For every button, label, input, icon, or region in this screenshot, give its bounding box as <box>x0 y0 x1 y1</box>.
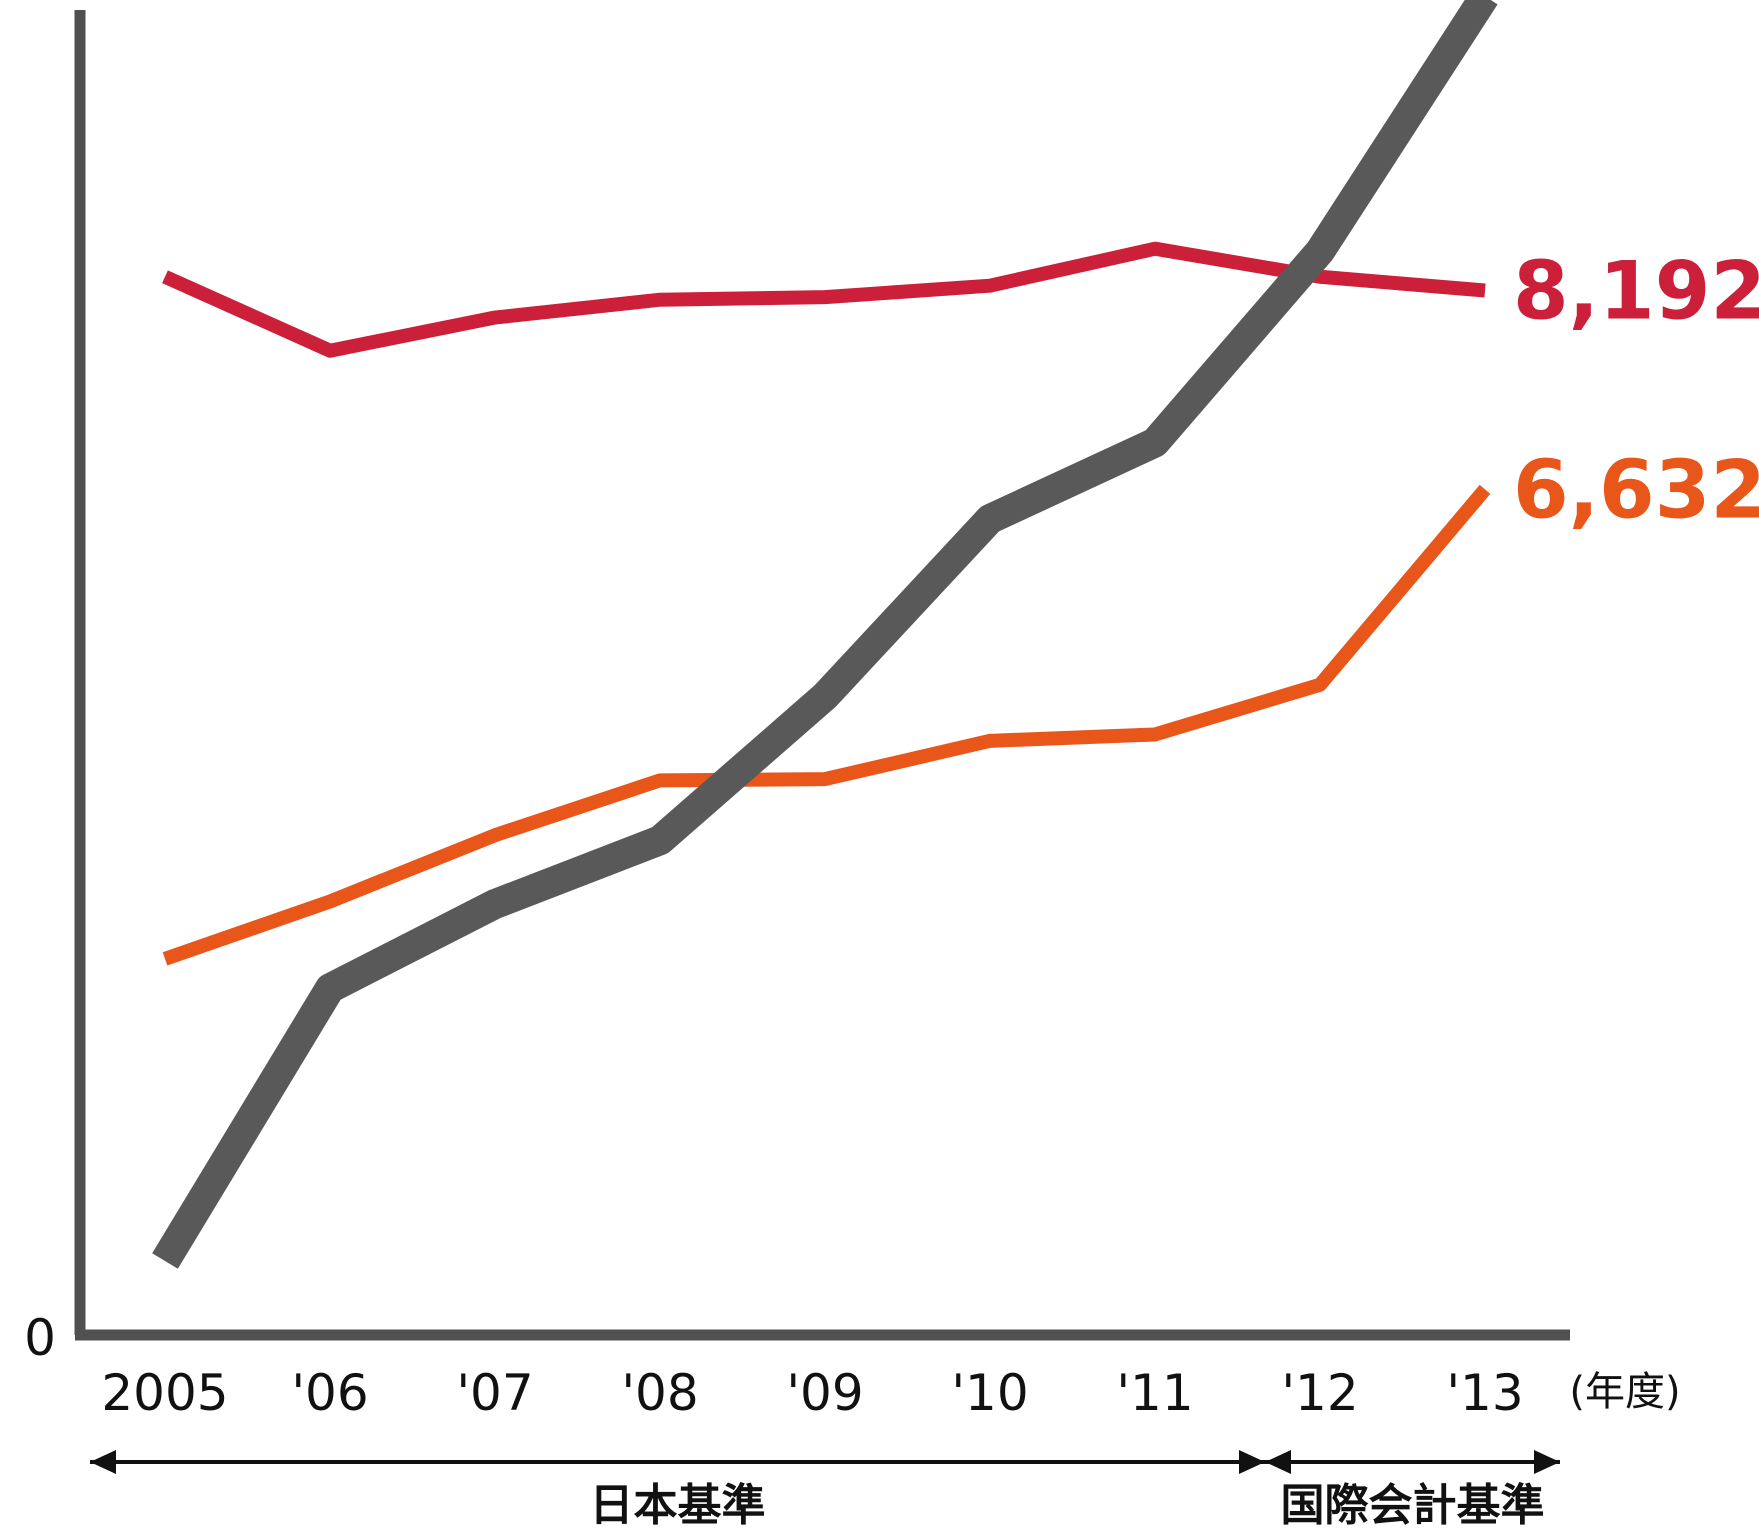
period-arrowhead-right <box>1239 1450 1265 1474</box>
series-line-3 <box>152 0 1498 1269</box>
series-line-2 <box>162 484 1491 966</box>
x-tick-label: '13 <box>1446 1364 1523 1422</box>
series-end-label-2: 6,632 <box>1513 443 1759 536</box>
period-arrows: 日本基準 国際会計基準 <box>90 1450 1560 1529</box>
series-layer <box>152 0 1498 1269</box>
period-label: 国際会計基準 <box>1281 1480 1545 1529</box>
x-tick-label: '10 <box>951 1364 1028 1422</box>
x-unit-label: (年度) <box>1569 1369 1680 1415</box>
x-tick-label: '06 <box>291 1364 368 1422</box>
x-tick-label: '07 <box>456 1364 533 1422</box>
series-line-1 <box>162 241 1486 358</box>
x-tick-label: '12 <box>1281 1364 1358 1422</box>
end-labels: 8,192 6,632 <box>1513 245 1759 537</box>
x-tick-label: '09 <box>786 1364 863 1422</box>
x-tick-label: 2005 <box>101 1364 228 1422</box>
period-arrowhead-left <box>1265 1450 1291 1474</box>
x-tick-label: '08 <box>621 1364 698 1422</box>
y-zero-label: 0 <box>24 1309 56 1367</box>
series-end-label-1: 8,192 <box>1513 245 1759 338</box>
period-arrowhead-right <box>1534 1450 1560 1474</box>
period-arrowhead-left <box>90 1450 116 1474</box>
x-tick-labels: 2005 '06 '07 '08 '09 '10 '11 '12 '13 <box>101 1364 1523 1422</box>
period-label: 日本基準 <box>590 1480 766 1529</box>
x-tick-label: '11 <box>1116 1364 1193 1422</box>
